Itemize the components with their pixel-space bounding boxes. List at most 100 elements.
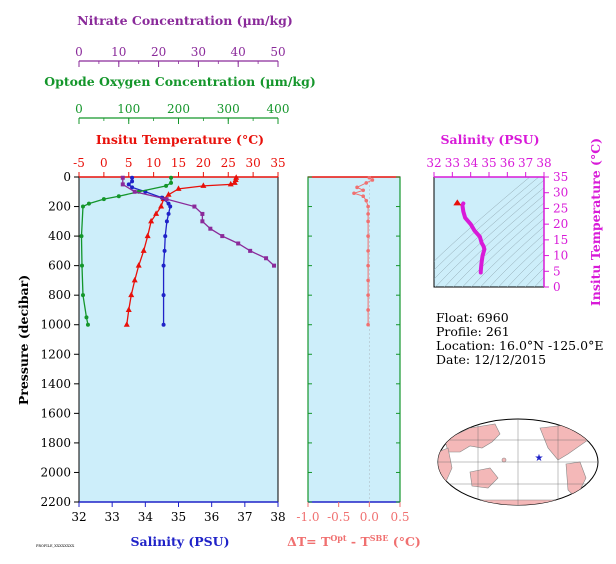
info-profile: Profile: 261 <box>436 324 510 339</box>
map-land-australia <box>469 467 499 489</box>
nitrate-point <box>220 234 225 239</box>
oxygen-point <box>80 293 85 298</box>
pressure-tick-label: 2200 <box>40 495 71 509</box>
ts-density-contour <box>480 226 544 287</box>
ts-y-tick-label: 5 <box>553 264 561 278</box>
ts-x-tick-label: 33 <box>445 156 460 170</box>
float-location-marker: ★ <box>535 453 544 464</box>
salinity-point <box>164 219 169 224</box>
salinity-tick-label: 38 <box>270 510 285 524</box>
salinity-point <box>166 201 171 206</box>
ts-y-tick-label: 25 <box>553 201 568 215</box>
temperature-point <box>140 247 147 253</box>
pressure-tick-label: 1800 <box>40 436 71 450</box>
salinity-point <box>163 234 168 239</box>
salinity-point <box>130 179 135 184</box>
ts-y-tick-label: 10 <box>553 249 568 263</box>
temperature-tick-label: 20 <box>196 156 211 170</box>
temperature-axis-title: Insitu Temperature (°C) <box>96 132 264 147</box>
dt-tick-label: -1.0 <box>296 510 319 524</box>
map-land-islands <box>501 457 507 463</box>
oxygen-point <box>79 263 84 268</box>
salinity-tick-label: 32 <box>71 510 86 524</box>
pressure-tick-label: 800 <box>48 288 71 302</box>
nitrate-point <box>208 226 213 231</box>
pressure-tick-label: 1200 <box>40 347 71 361</box>
nitrate-point <box>120 175 125 180</box>
nitrate-axis-title: Nitrate Concentration (µm/kg) <box>77 13 293 28</box>
ts-y-tick-label: 0 <box>553 280 561 294</box>
salinity-tick-label: 37 <box>237 510 252 524</box>
ts-surface-marker <box>453 199 462 206</box>
dt-point <box>364 198 369 203</box>
dt-plot-area <box>307 176 401 503</box>
nitrate-tick-label: 20 <box>151 45 166 59</box>
dt-point <box>366 322 370 327</box>
salinity-point <box>161 322 166 327</box>
pressure-tick-label: 2000 <box>40 465 71 479</box>
oxygen-point <box>116 194 121 199</box>
info-date: Date: 12/12/2015 <box>436 352 546 367</box>
temperature-point <box>158 203 165 209</box>
temperature-tick-label: -5 <box>73 156 85 170</box>
nitrate-tick-label: 10 <box>111 45 126 59</box>
oxygen-tick-label: 400 <box>267 102 290 116</box>
salinity-point <box>161 263 166 268</box>
dt-point <box>370 178 375 182</box>
oxygen-point <box>85 322 90 327</box>
temperature-point <box>128 291 135 298</box>
salinity-axis-title: Salinity (PSU) <box>130 534 229 549</box>
dt-point <box>366 219 370 224</box>
dt-point <box>366 234 370 238</box>
dt-tick-label: 0.0 <box>360 510 379 524</box>
info-location: Location: 16.0°N -125.0°E <box>436 338 603 353</box>
nitrate-point <box>192 204 197 209</box>
ts-x-tick-label: 38 <box>536 156 551 170</box>
oxygen-point <box>169 175 174 180</box>
ts-density-contour <box>435 187 544 287</box>
salinity-tick-label: 33 <box>105 510 120 524</box>
temperature-tick-label: 5 <box>125 156 133 170</box>
dt-point <box>355 185 359 190</box>
main-plot-area <box>78 176 279 503</box>
salinity-point <box>161 293 166 298</box>
dt-point <box>366 263 370 268</box>
ts-density-contour <box>489 234 544 287</box>
temperature-point <box>153 210 160 216</box>
dt-point <box>366 212 370 216</box>
nitrate-point <box>200 211 205 216</box>
ts-y-tick-label: 35 <box>553 170 568 184</box>
oxygen-point <box>79 234 84 239</box>
footer-tiny-text: PROFILE_XXXXXXXX <box>36 544 75 548</box>
info-float: Float: 6960 <box>436 310 509 325</box>
ts-plot-area <box>433 176 545 288</box>
ts-density-contour <box>534 276 544 287</box>
ts-density-contour <box>471 218 544 287</box>
salinity-point <box>168 204 173 209</box>
dt-point <box>361 188 366 193</box>
temperature-tick-label: 30 <box>245 156 260 170</box>
oxygen-point <box>101 197 106 202</box>
temperature-point <box>135 262 142 268</box>
temperature-tick-label: 15 <box>171 156 186 170</box>
oxygen-point <box>169 180 174 185</box>
ts-density-contour <box>525 267 544 287</box>
ts-density-contour <box>507 250 544 287</box>
temperature-point <box>200 182 207 188</box>
ts-density-contour <box>434 177 531 262</box>
nitrate-point <box>200 219 205 224</box>
salinity-point <box>130 175 135 180</box>
temperature-point <box>231 179 238 185</box>
oxygen-point <box>86 201 91 206</box>
temperature-point <box>175 185 182 191</box>
salinity-point <box>126 182 131 187</box>
temperature-point <box>125 306 132 312</box>
ts-x-tick-label: 35 <box>481 156 496 170</box>
dt-point <box>366 278 370 283</box>
oxygen-tick-label: 0 <box>75 102 83 116</box>
dt-tick-label: -0.5 <box>327 510 350 524</box>
salinity-point <box>130 185 135 190</box>
dt-point <box>366 293 370 297</box>
pressure-tick-label: 400 <box>48 229 71 243</box>
ts-y-tick-label: 30 <box>553 186 568 200</box>
